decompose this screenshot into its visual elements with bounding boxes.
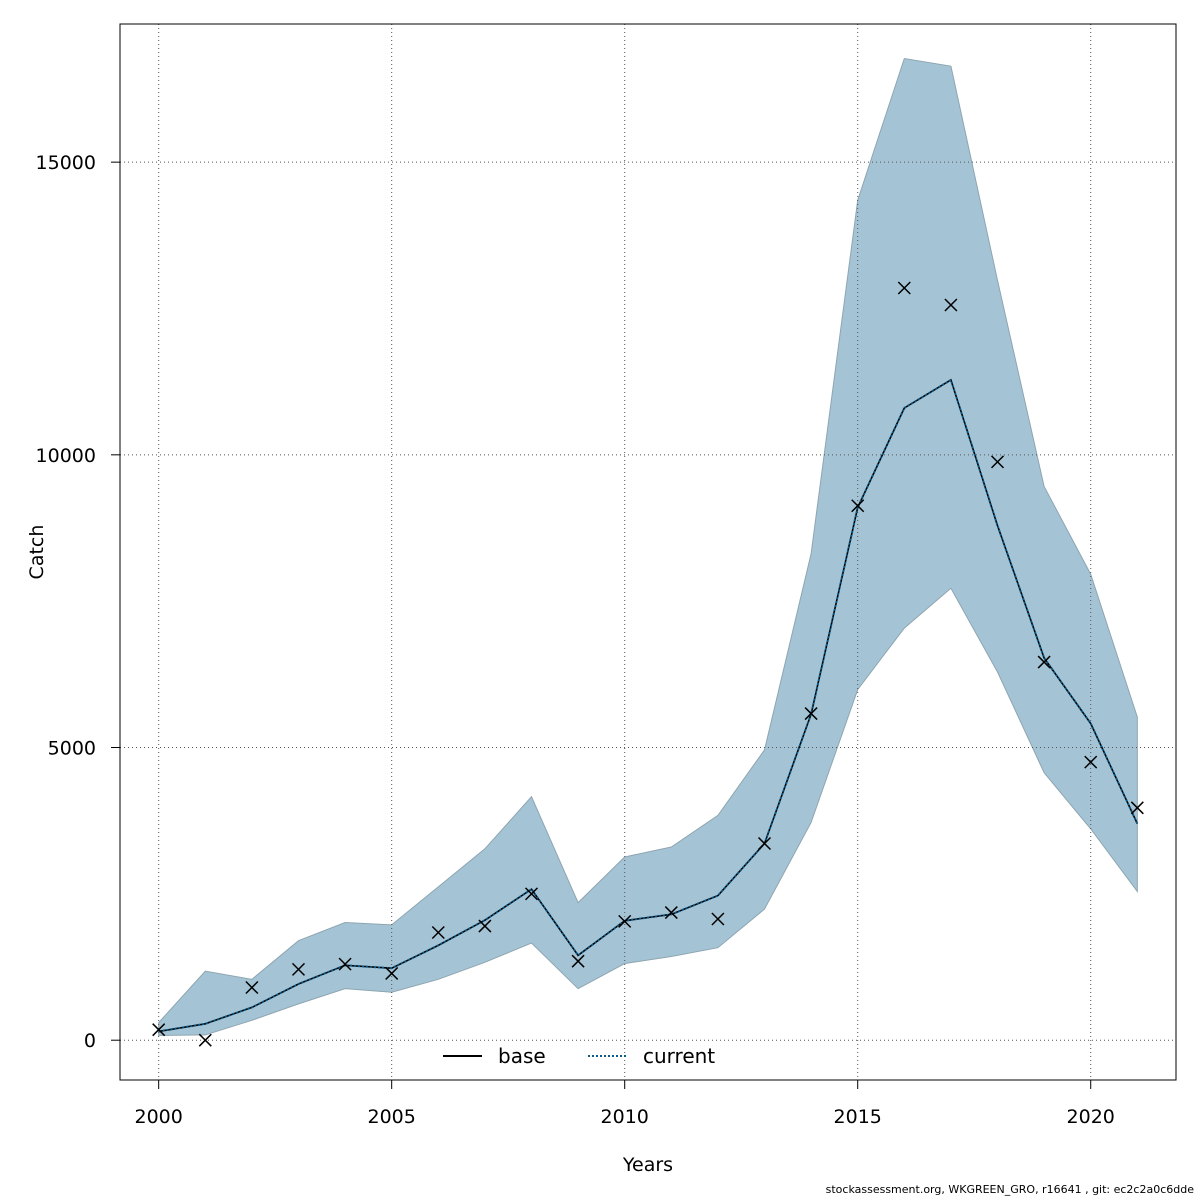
observed-point bbox=[897, 281, 911, 295]
y-tick-label: 0 bbox=[84, 1030, 96, 1052]
observed-point bbox=[385, 966, 399, 980]
observed-point bbox=[338, 957, 352, 971]
y-tick-label: 10000 bbox=[36, 445, 96, 467]
observed-point bbox=[711, 912, 725, 926]
x-tick-label: 2010 bbox=[601, 1106, 649, 1128]
x-tick-label: 2000 bbox=[134, 1106, 182, 1128]
observed-point bbox=[198, 1033, 212, 1047]
observed-point bbox=[478, 919, 492, 933]
x-axis-title: Years bbox=[622, 1154, 673, 1176]
x-tick-label: 2015 bbox=[834, 1106, 882, 1128]
footer-credit: stockassessment.org, WKGREEN_GRO, r16641… bbox=[825, 1183, 1194, 1196]
observed-point bbox=[1084, 755, 1098, 769]
observed-point bbox=[524, 887, 539, 901]
observed-point bbox=[245, 980, 259, 995]
observed-point bbox=[757, 836, 772, 851]
observed-point bbox=[851, 499, 865, 513]
y-tick-label: 15000 bbox=[36, 152, 96, 174]
legend-label-base: base bbox=[498, 1044, 546, 1068]
x-tick-label: 2005 bbox=[368, 1106, 416, 1128]
observed-point bbox=[1130, 801, 1144, 815]
x-tick-label: 2020 bbox=[1067, 1106, 1115, 1128]
observed-point bbox=[1037, 655, 1051, 669]
series-line-current bbox=[158, 378, 1139, 1033]
observed-point bbox=[152, 1023, 166, 1037]
observed-point bbox=[664, 906, 678, 920]
observed-point bbox=[618, 914, 632, 928]
observed-point bbox=[571, 954, 585, 968]
legend-label-current: current bbox=[643, 1044, 715, 1068]
observed-point bbox=[944, 298, 958, 312]
y-axis-title: Catch bbox=[26, 525, 48, 580]
y-tick-label: 5000 bbox=[48, 738, 96, 760]
observed-point bbox=[291, 962, 306, 976]
observed-point bbox=[431, 925, 445, 940]
observed-point bbox=[804, 707, 818, 721]
confidence-band bbox=[158, 57, 1138, 1037]
observed-point bbox=[990, 455, 1005, 469]
